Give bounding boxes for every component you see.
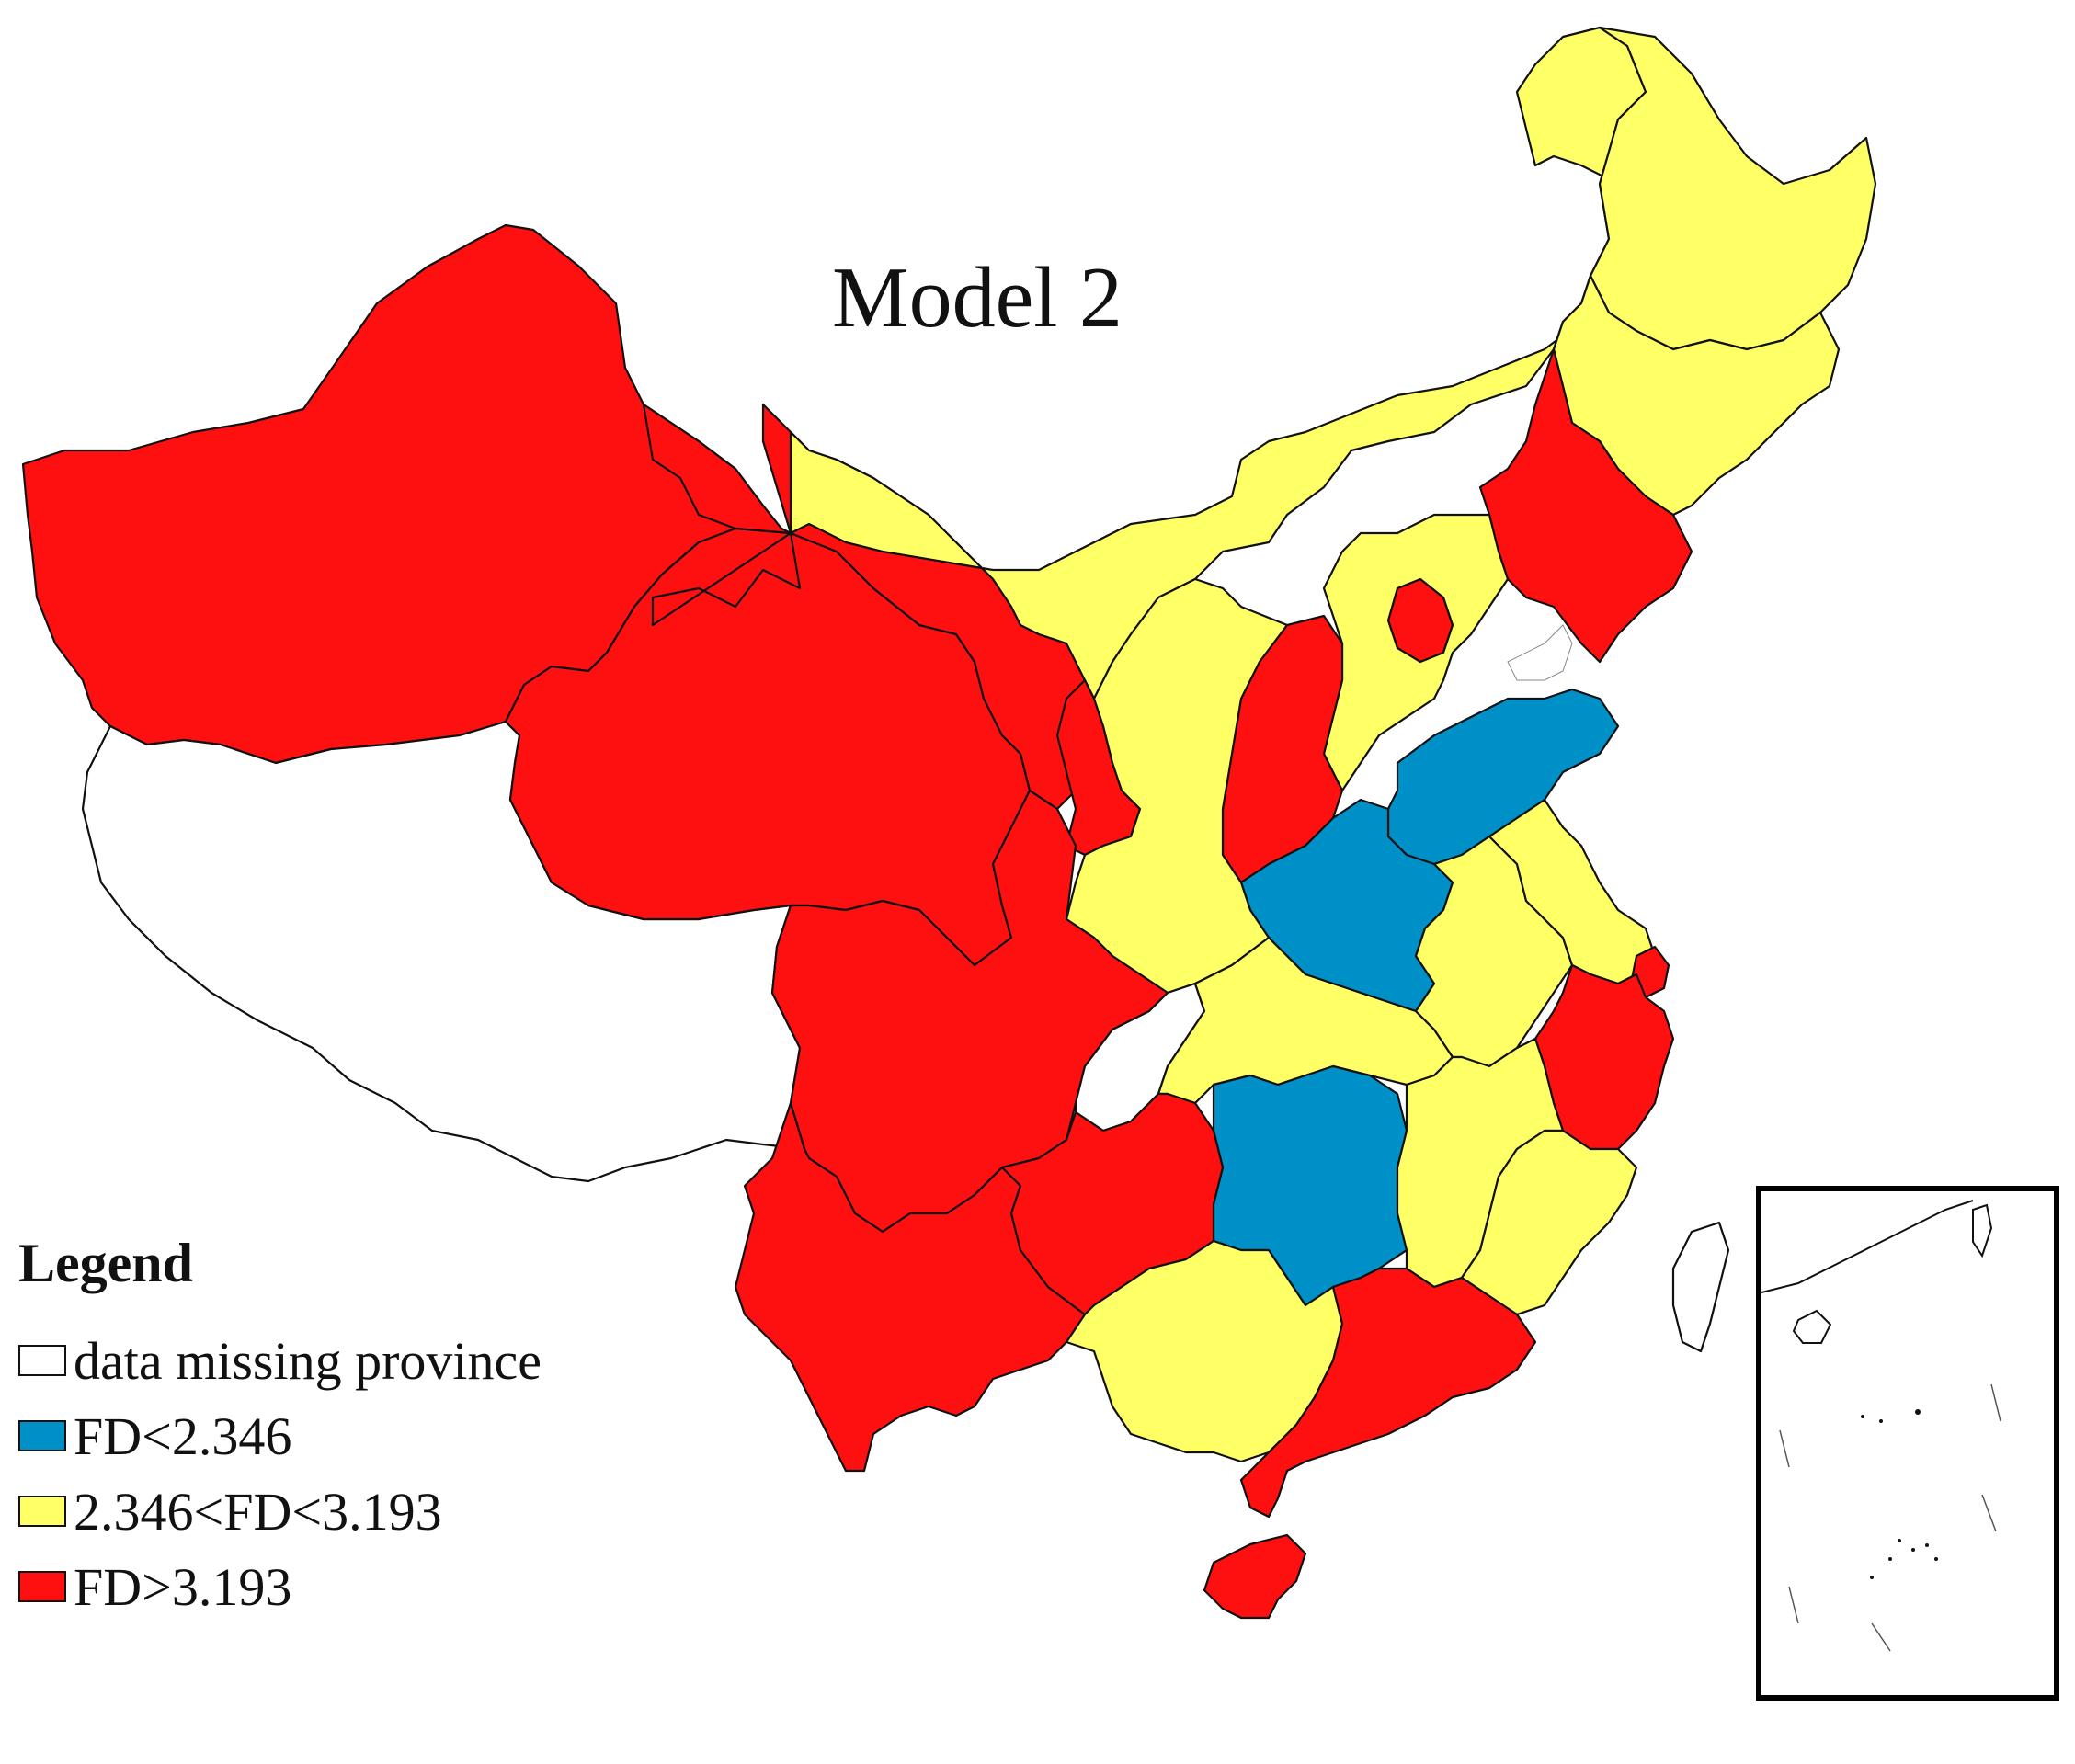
legend-label-missing: data missing province [74,1330,542,1391]
legend: Legend data missing province FD<2.346 2.… [18,1232,542,1624]
legend-label-mid: 2.346<FD<3.193 [74,1481,442,1542]
region-guangdong[interactable] [1239,1267,1537,1519]
legend-label-low: FD<2.346 [74,1406,292,1466]
region-fujian[interactable] [1460,1129,1638,1316]
inset-outline-map [1761,1200,2001,1652]
region-guizhou[interactable] [1000,1092,1225,1316]
region-taiwan[interactable] [1671,1221,1730,1353]
legend-title: Legend [18,1233,194,1293]
legend-item-high: FD>3.193 [18,1549,542,1624]
bohai-sea [1507,624,1573,681]
legend-swatch-low [18,1420,66,1451]
region-hainan[interactable] [1203,1533,1307,1620]
legend-swatch-mid [18,1496,66,1527]
south-china-sea-inset [1756,1186,2059,1701]
region-yunnan[interactable] [734,1101,1087,1473]
legend-item-missing: data missing province [18,1323,542,1398]
legend-swatch-high [18,1571,66,1602]
legend-label-high: FD>3.193 [74,1556,292,1617]
legend-item-low: FD<2.346 [18,1398,542,1474]
map-title: Model 2 [832,250,1123,346]
legend-swatch-missing [18,1345,66,1376]
legend-item-mid: 2.346<FD<3.193 [18,1474,542,1549]
region-liaoning[interactable] [1478,347,1693,664]
